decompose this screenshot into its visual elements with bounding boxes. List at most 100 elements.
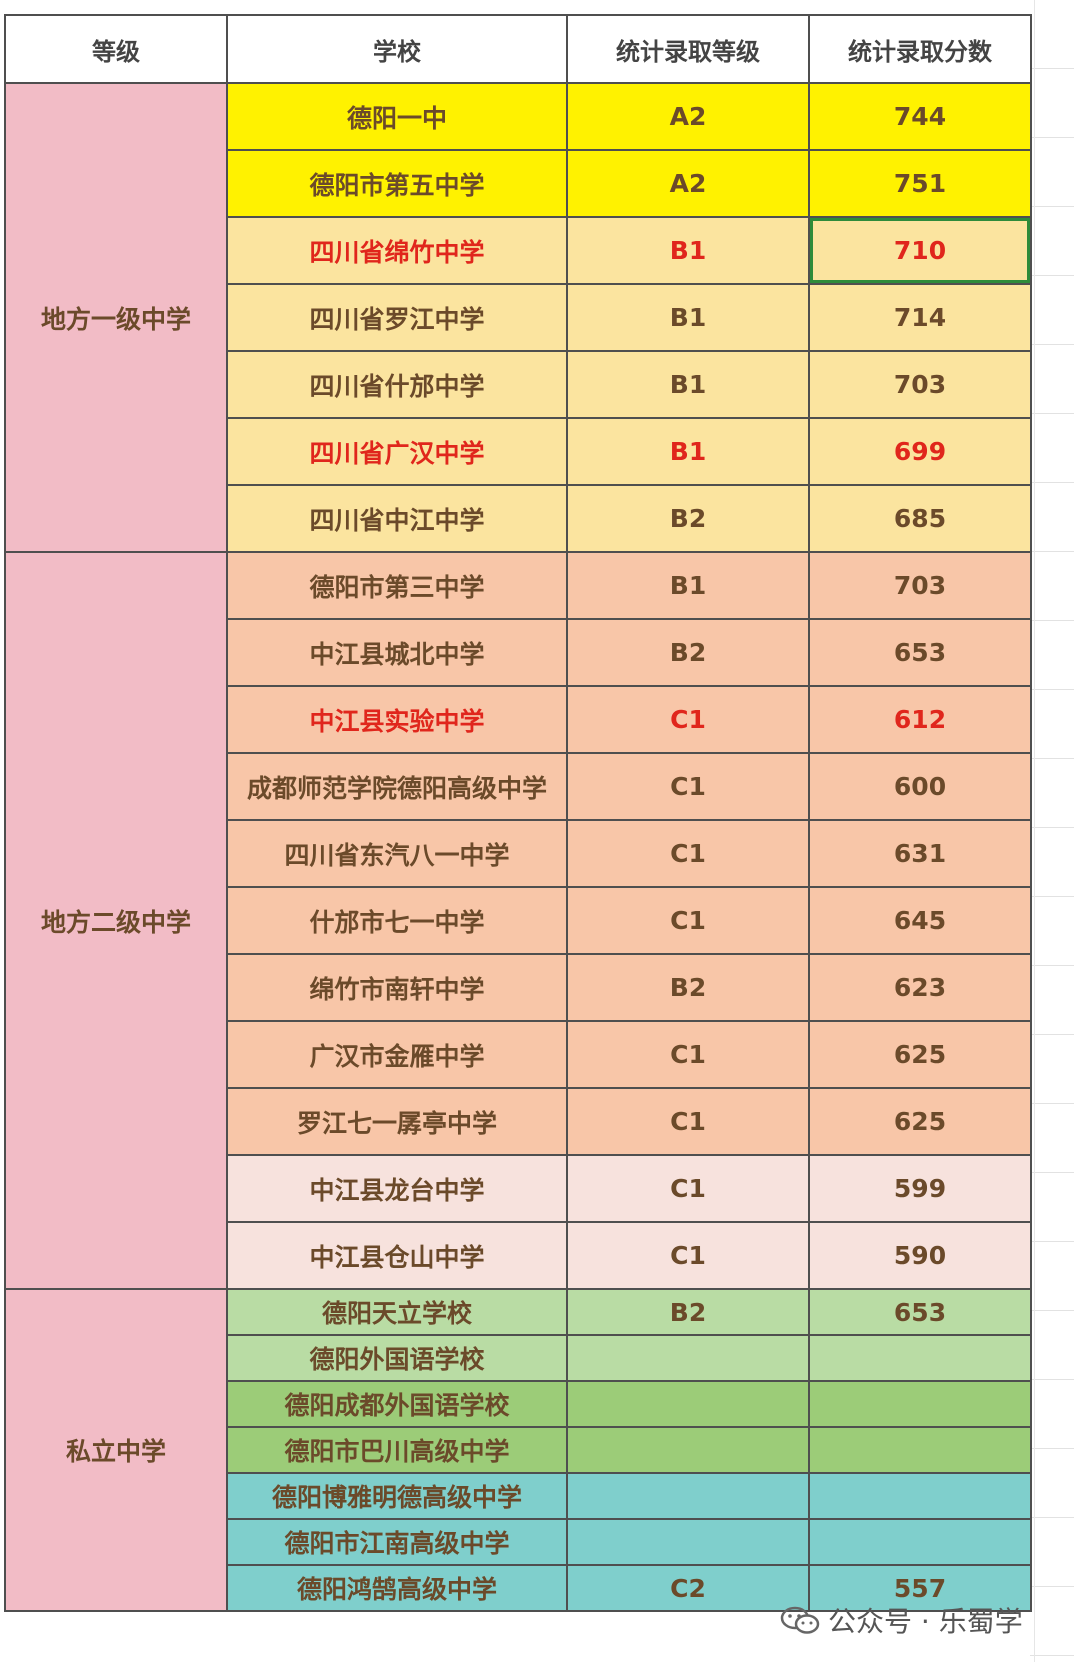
table-row: 地方二级中学 德阳市第三中学 B1 703 [4, 551, 1032, 1290]
grade-cell[interactable]: C1 [566, 886, 810, 955]
grade-cell[interactable]: B1 [566, 283, 810, 352]
school-cell[interactable]: 中江县仓山中学 [226, 1221, 568, 1290]
school-cell[interactable]: 德阳博雅明德高级中学 [226, 1472, 568, 1520]
grade-cell[interactable]: B1 [566, 417, 810, 486]
header-school[interactable]: 学校 [226, 14, 568, 84]
grade-cell[interactable]: B1 [566, 216, 810, 285]
table-row: 中江县仓山中学 C1 590 [5, 1221, 1032, 1290]
school-cell[interactable]: 德阳天立学校 [226, 1288, 568, 1336]
score-cell[interactable]: 714 [808, 283, 1032, 352]
group-level-cell[interactable]: 私立中学 [4, 1288, 228, 1612]
table-row: 德阳外国语学校 [5, 1334, 1032, 1382]
score-cell[interactable]: 625 [808, 1087, 1032, 1156]
group-level-cell[interactable]: 地方一级中学 [4, 82, 228, 553]
header-score[interactable]: 统计录取分数 [808, 14, 1032, 84]
grade-cell[interactable]: B2 [566, 953, 810, 1022]
score-cell[interactable]: 600 [808, 752, 1032, 821]
header-grade[interactable]: 统计录取等级 [566, 14, 810, 84]
grade-cell[interactable] [566, 1518, 810, 1566]
school-cell[interactable]: 四川省东汽八一中学 [226, 819, 568, 888]
grade-cell[interactable]: A2 [566, 149, 810, 218]
score-cell[interactable]: 612 [808, 685, 1032, 754]
score-cell[interactable]: 599 [808, 1154, 1032, 1223]
score-cell[interactable]: 631 [808, 819, 1032, 888]
table-row: 四川省广汉中学 B1 699 [5, 417, 1032, 486]
table-row: 四川省中江中学 B2 685 [5, 484, 1032, 553]
score-cell[interactable] [808, 1518, 1032, 1566]
school-cell[interactable]: 绵竹市南轩中学 [226, 953, 568, 1022]
grade-cell[interactable]: C1 [566, 752, 810, 821]
grade-cell[interactable]: C1 [566, 685, 810, 754]
grade-cell[interactable]: C2 [566, 1564, 810, 1612]
grade-cell[interactable]: B1 [566, 350, 810, 419]
spreadsheet-column-line [1034, 0, 1035, 1662]
table-row: 德阳鸿鹄高级中学 C2 557 [5, 1564, 1032, 1612]
school-cell[interactable]: 罗江七一孱亭中学 [226, 1087, 568, 1156]
school-cell[interactable]: 中江县实验中学 [226, 685, 568, 754]
grade-cell[interactable]: B1 [566, 551, 810, 620]
score-cell[interactable] [808, 1472, 1032, 1520]
header-level[interactable]: 等级 [4, 14, 228, 84]
school-cell[interactable]: 德阳一中 [226, 82, 568, 151]
school-cell[interactable]: 四川省广汉中学 [226, 417, 568, 486]
table-row: 四川省东汽八一中学 C1 631 [5, 819, 1032, 888]
group-level-cell[interactable]: 地方二级中学 [4, 551, 228, 1290]
school-cell[interactable]: 广汉市金雁中学 [226, 1020, 568, 1089]
score-cell[interactable]: 744 [808, 82, 1032, 151]
school-cell[interactable]: 中江县城北中学 [226, 618, 568, 687]
grade-cell[interactable]: C1 [566, 819, 810, 888]
score-cell[interactable]: 645 [808, 886, 1032, 955]
wechat-icon [780, 1606, 820, 1634]
grade-cell[interactable] [566, 1380, 810, 1428]
table-row: 中江县龙台中学 C1 599 [5, 1154, 1032, 1223]
score-cell[interactable]: 590 [808, 1221, 1032, 1290]
table-row: 德阳市巴川高级中学 [5, 1426, 1032, 1474]
school-cell[interactable]: 中江县龙台中学 [226, 1154, 568, 1223]
grade-cell[interactable]: A2 [566, 82, 810, 151]
score-cell[interactable] [808, 1334, 1032, 1382]
score-cell[interactable]: 625 [808, 1020, 1032, 1089]
school-cell[interactable]: 四川省绵竹中学 [226, 216, 568, 285]
table-row: 德阳成都外国语学校 [5, 1380, 1032, 1428]
school-cell[interactable]: 德阳市江南高级中学 [226, 1518, 568, 1566]
grade-cell[interactable]: C1 [566, 1020, 810, 1089]
admission-table: 等级 学校 统计录取等级 统计录取分数 地方一级中学 德阳一中 A2 744 德阳市第五… [4, 14, 1032, 1612]
table-row: 四川省绵竹中学 B1 710 [5, 216, 1032, 285]
score-cell[interactable]: 653 [808, 1288, 1032, 1336]
grade-cell[interactable]: B2 [566, 618, 810, 687]
watermark: 公众号 · 乐蜀学 [780, 1596, 1023, 1644]
school-cell[interactable]: 德阳市巴川高级中学 [226, 1426, 568, 1474]
score-cell[interactable]: 557 [808, 1564, 1032, 1612]
school-cell[interactable]: 成都师范学院德阳高级中学 [226, 752, 568, 821]
school-cell[interactable]: 德阳成都外国语学校 [226, 1380, 568, 1428]
score-cell[interactable]: 703 [808, 350, 1032, 419]
grade-cell[interactable]: C1 [566, 1221, 810, 1290]
grade-cell[interactable]: B2 [566, 484, 810, 553]
grade-cell[interactable]: C1 [566, 1154, 810, 1223]
score-cell[interactable]: 685 [808, 484, 1032, 553]
school-cell[interactable]: 德阳鸿鹄高级中学 [226, 1564, 568, 1612]
score-cell[interactable]: 653 [808, 618, 1032, 687]
grade-cell[interactable] [566, 1334, 810, 1382]
school-cell[interactable]: 德阳外国语学校 [226, 1334, 568, 1382]
grade-cell[interactable] [566, 1472, 810, 1520]
grade-cell[interactable] [566, 1426, 810, 1474]
score-cell[interactable] [808, 1380, 1032, 1428]
score-cell[interactable] [808, 1426, 1032, 1474]
school-cell[interactable]: 德阳市第五中学 [226, 149, 568, 218]
score-cell[interactable]: 710 [808, 216, 1032, 285]
school-cell[interactable]: 四川省什邡中学 [226, 350, 568, 419]
score-cell[interactable]: 623 [808, 953, 1032, 1022]
school-cell[interactable]: 德阳市第三中学 [226, 551, 568, 620]
table-row: 成都师范学院德阳高级中学 C1 600 [5, 752, 1032, 821]
score-cell[interactable]: 703 [808, 551, 1032, 620]
school-cell[interactable]: 四川省罗江中学 [226, 283, 568, 352]
school-cell[interactable]: 什邡市七一中学 [226, 886, 568, 955]
score-cell[interactable]: 699 [808, 417, 1032, 486]
table-row: 德阳市第五中学 A2 751 [5, 149, 1032, 218]
grade-cell[interactable]: C1 [566, 1087, 810, 1156]
table-row: 四川省罗江中学 B1 714 [5, 283, 1032, 352]
grade-cell[interactable]: B2 [566, 1288, 810, 1336]
school-cell[interactable]: 四川省中江中学 [226, 484, 568, 553]
score-cell[interactable]: 751 [808, 149, 1032, 218]
